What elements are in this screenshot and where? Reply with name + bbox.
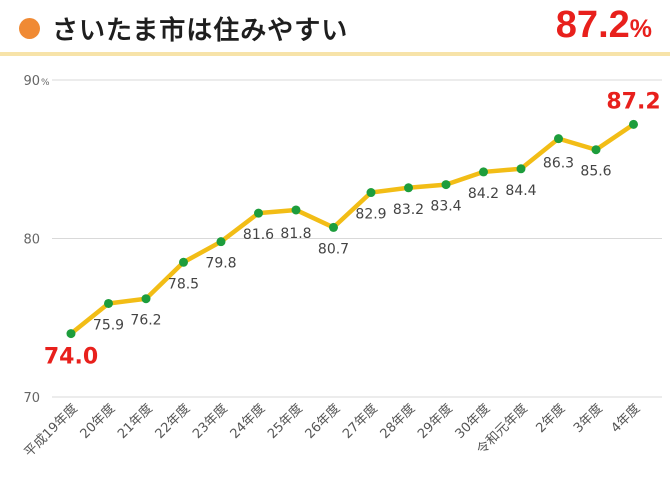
data-point	[104, 298, 113, 308]
data-label: 79.8	[205, 256, 236, 272]
bullet-dot-icon	[19, 18, 40, 39]
grid-lines	[52, 79, 662, 398]
data-point	[291, 205, 301, 215]
data-point	[329, 222, 338, 232]
chart-header: さいたま市は住みやすい 87.2%	[0, 0, 670, 56]
data-label: 86.3	[543, 156, 574, 172]
data-label: 76.2	[130, 313, 161, 329]
series-line	[68, 122, 636, 336]
series-line-path	[68, 122, 636, 336]
y-axis-ticks: 70 80 90%	[23, 74, 50, 406]
data-label: 81.8	[280, 226, 311, 242]
x-tick-label: 23年度	[189, 401, 230, 442]
x-tick-label: 2年度	[533, 401, 569, 437]
data-label: 85.6	[580, 164, 611, 180]
data-point	[179, 257, 188, 267]
x-tick-label: 25年度	[264, 401, 305, 442]
x-tick-label: 26年度	[302, 401, 343, 442]
data-label: 75.9	[93, 317, 124, 333]
data-label: 84.4	[505, 183, 536, 199]
x-tick-label: 24年度	[227, 401, 268, 442]
headline-figure: 87.2%	[556, 4, 652, 47]
data-point	[591, 145, 601, 155]
data-label: 83.4	[430, 199, 461, 215]
data-point	[554, 134, 563, 144]
data-point	[141, 294, 151, 304]
y-unit-label: %	[41, 78, 50, 88]
header-divider	[0, 52, 670, 56]
y-tick-label: 90	[23, 74, 40, 89]
x-tick-label: 4年度	[608, 401, 644, 437]
headline-value: 87.2	[555, 4, 630, 46]
x-tick-label: 22年度	[152, 401, 193, 442]
data-point	[479, 167, 488, 177]
headline-unit: %	[629, 15, 652, 43]
data-point	[629, 119, 638, 129]
data-label: 84.2	[468, 186, 499, 202]
data-label: 74.0	[44, 345, 98, 370]
x-tick-label: 3年度	[570, 401, 606, 437]
x-tick-label: 21年度	[114, 401, 155, 442]
data-point	[366, 188, 376, 198]
data-point	[404, 183, 413, 193]
data-point	[254, 208, 263, 218]
chart-title: さいたま市は住みやすい	[52, 16, 349, 46]
data-label: 81.6	[243, 227, 274, 243]
x-tick-label: 20年度	[77, 401, 118, 442]
y-tick-label: 70	[23, 391, 40, 406]
data-point	[516, 164, 526, 174]
x-tick-label: 27年度	[339, 401, 380, 442]
x-axis-ticks: 平成19年度20年度21年度22年度23年度24年度25年度26年度27年度28…	[21, 401, 643, 461]
data-points	[66, 119, 638, 339]
data-labels: 74.0 75.9 76.2 78.5 79.8 81.6 81.8 80.7 82.9 83.2…	[44, 89, 661, 369]
data-label: 87.2	[606, 89, 660, 114]
data-point	[216, 237, 226, 247]
data-label: 80.7	[318, 241, 349, 257]
y-tick-label: 80	[23, 233, 40, 248]
data-label: 83.2	[393, 202, 424, 218]
data-label: 78.5	[168, 276, 199, 292]
data-point	[66, 329, 76, 339]
data-label: 82.9	[355, 207, 386, 223]
x-tick-label: 29年度	[414, 401, 455, 442]
x-tick-label: 28年度	[377, 401, 418, 442]
data-point	[441, 180, 451, 190]
x-tick-label: 平成19年度	[21, 401, 81, 461]
